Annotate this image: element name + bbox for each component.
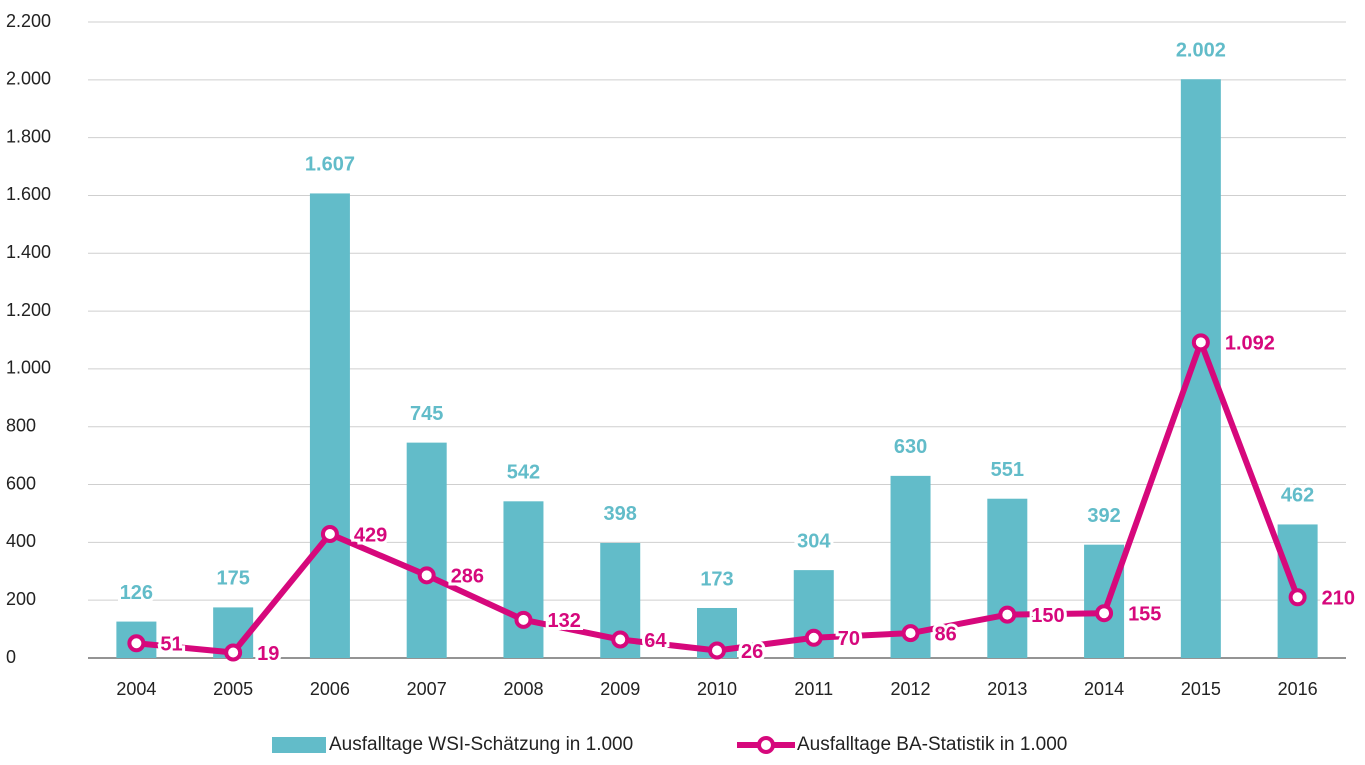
x-tick-label: 2009 bbox=[600, 679, 640, 699]
x-tick-label: 2012 bbox=[891, 679, 931, 699]
line-point bbox=[901, 624, 920, 643]
x-tick-label: 2004 bbox=[116, 679, 156, 699]
bar-value-label: 392 bbox=[1087, 505, 1120, 527]
line-point bbox=[804, 628, 823, 647]
line-value-label: 1.092 bbox=[1225, 333, 1275, 355]
y-tick-label: 1.200 bbox=[6, 300, 51, 320]
bar-value-label: 745 bbox=[410, 403, 443, 425]
y-tick-label: 1.000 bbox=[6, 358, 51, 378]
bar bbox=[503, 501, 544, 658]
line-point bbox=[320, 524, 339, 543]
x-tick-label: 2013 bbox=[987, 679, 1027, 699]
x-tick-label: 2008 bbox=[503, 679, 543, 699]
bar-value-label: 1.607 bbox=[305, 154, 355, 176]
bar-value-label: 630 bbox=[894, 436, 927, 458]
line-point bbox=[1095, 604, 1114, 623]
x-tick-label: 2015 bbox=[1181, 679, 1221, 699]
line-point bbox=[1288, 588, 1307, 607]
line-value-label: 64 bbox=[644, 630, 667, 652]
y-tick-label: 600 bbox=[6, 473, 36, 493]
line-value-label: 26 bbox=[741, 641, 763, 663]
bar-value-label: 173 bbox=[700, 568, 733, 590]
legend-swatch bbox=[272, 737, 326, 753]
line-point bbox=[224, 643, 243, 662]
y-tick-label: 400 bbox=[6, 531, 36, 551]
bar bbox=[309, 193, 350, 658]
y-tick-label: 1.600 bbox=[6, 184, 51, 204]
line-point bbox=[514, 610, 533, 629]
bar-value-label: 398 bbox=[604, 503, 637, 525]
line-value-label: 286 bbox=[451, 566, 484, 588]
line-value-label: 70 bbox=[838, 628, 860, 650]
x-tick-label: 2007 bbox=[407, 679, 447, 699]
y-tick-label: 200 bbox=[6, 589, 36, 609]
y-tick-label: 0 bbox=[6, 647, 16, 667]
legend-label: Ausfalltage BA-Statistik in 1.000 bbox=[797, 734, 1067, 755]
y-tick-label: 800 bbox=[6, 415, 36, 435]
line-value-label: 155 bbox=[1128, 603, 1161, 625]
line-value-label: 86 bbox=[935, 623, 957, 645]
bar-value-label: 304 bbox=[797, 530, 831, 552]
line-point bbox=[611, 630, 630, 649]
bar bbox=[987, 498, 1028, 658]
x-tick-label: 2005 bbox=[213, 679, 253, 699]
bar-value-label: 126 bbox=[120, 582, 153, 604]
bar bbox=[1084, 544, 1125, 658]
y-tick-label: 2.200 bbox=[6, 11, 51, 31]
x-tick-label: 2011 bbox=[794, 679, 833, 699]
bar-value-label: 175 bbox=[216, 568, 249, 590]
bar bbox=[406, 442, 447, 658]
line-value-label: 51 bbox=[160, 634, 182, 656]
bar-value-label: 542 bbox=[507, 462, 540, 484]
x-tick-label: 2014 bbox=[1084, 679, 1124, 699]
line-value-label: 132 bbox=[547, 610, 580, 632]
x-tick-label: 2010 bbox=[697, 679, 737, 699]
x-tick-label: 2006 bbox=[310, 679, 350, 699]
x-tick-label: 2016 bbox=[1278, 679, 1318, 699]
y-tick-label: 2.000 bbox=[6, 69, 51, 89]
line-value-label: 429 bbox=[354, 524, 387, 546]
line-point bbox=[417, 566, 436, 585]
bar bbox=[1180, 79, 1221, 659]
y-tick-label: 1.800 bbox=[6, 126, 51, 146]
line-point bbox=[998, 605, 1017, 624]
bar-value-label: 551 bbox=[991, 459, 1024, 481]
legend-label: Ausfalltage WSI-Schätzung in 1.000 bbox=[329, 734, 633, 755]
y-tick-label: 1.400 bbox=[6, 242, 51, 262]
line-value-label: 150 bbox=[1031, 605, 1064, 627]
bar-value-label: 462 bbox=[1281, 485, 1314, 507]
line-point bbox=[1191, 333, 1210, 352]
legend-swatch bbox=[757, 736, 775, 754]
line-point bbox=[708, 641, 726, 660]
line-value-label: 210 bbox=[1322, 588, 1355, 610]
bar-value-label: 2.002 bbox=[1176, 40, 1226, 62]
line-point bbox=[127, 634, 146, 653]
line-value-label: 19 bbox=[257, 643, 279, 665]
